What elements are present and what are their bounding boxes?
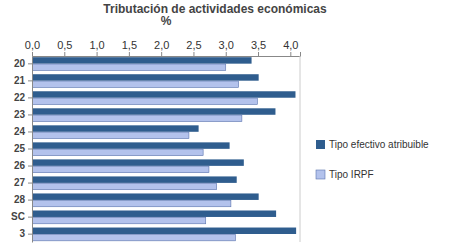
y-axis-line <box>32 57 33 243</box>
bar <box>32 210 276 216</box>
bar <box>32 64 226 70</box>
y-tick: 26 <box>14 160 32 171</box>
y-tick: 27 <box>14 177 32 188</box>
y-tick: 21 <box>14 75 32 86</box>
y-tick-mark <box>28 63 32 64</box>
y-tick-mark <box>28 217 32 218</box>
y-tick: SC <box>11 211 32 222</box>
bar <box>32 183 217 189</box>
bar <box>32 193 259 199</box>
y-tick-mark <box>28 80 32 81</box>
x-tick: 3,5 <box>251 39 266 56</box>
y-tick-label: 3 <box>19 228 25 239</box>
bar <box>32 98 257 104</box>
plot: % 0,0 0,5 1,0 1,5 2,0 2,5 3,0 3,5 4,0 20 21 22 23 24 25… <box>11 14 300 243</box>
x-tick-label: 1,5 <box>122 39 137 51</box>
bar <box>32 159 244 165</box>
x-tick-mark <box>161 52 162 56</box>
y-tick-label: 20 <box>14 58 26 69</box>
bar <box>32 234 235 240</box>
x-tick: 3,0 <box>219 39 234 56</box>
legend: Tipo efectivo atribuible Tipo IRPF <box>316 139 429 180</box>
y-tick-mark <box>28 149 32 150</box>
y-tick-label: 28 <box>14 194 26 205</box>
y-tick: 28 <box>14 194 32 205</box>
bar <box>32 176 237 182</box>
x-tick: 2,5 <box>186 39 201 56</box>
y-tick-mark <box>28 200 32 201</box>
x-tick: 0,5 <box>57 39 72 56</box>
x-tick-label: 1,0 <box>89 39 104 51</box>
bar <box>32 228 296 234</box>
x-tick-mark <box>129 52 130 56</box>
x-tick-mark <box>258 52 259 56</box>
x-tick-label: 0,0 <box>25 39 40 51</box>
bar <box>32 125 199 131</box>
x-tick: 1,0 <box>89 39 104 56</box>
x-tick-label: 3,0 <box>219 39 234 51</box>
bar <box>32 149 203 155</box>
bar <box>32 108 275 114</box>
y-tick: 23 <box>14 109 32 120</box>
x-tick-mark <box>64 52 65 56</box>
y-tick-label: 26 <box>14 160 26 171</box>
legend-label: Tipo IRPF <box>329 169 374 180</box>
y-tick-label: 24 <box>14 126 26 137</box>
legend-label: Tipo efectivo atribuible <box>329 139 429 150</box>
y-tick: 3 <box>19 228 32 239</box>
x-tick: 4,0 <box>283 39 298 56</box>
x-tick-mark <box>226 52 227 56</box>
legend-item: Tipo efectivo atribuible <box>316 139 429 150</box>
bar <box>32 74 259 80</box>
bar <box>32 142 230 148</box>
x-tick-label: 3,5 <box>251 39 266 51</box>
x-axis: 0,0 0,5 1,0 1,5 2,0 2,5 3,0 3,5 4,0 <box>25 39 301 57</box>
y-tick-mark <box>28 183 32 184</box>
bar <box>32 57 252 63</box>
x-tick-mark <box>32 52 33 56</box>
title: Tributación de actividades económicas <box>103 2 327 16</box>
legend-swatch <box>316 170 325 179</box>
x-tick: 0,0 <box>25 39 40 56</box>
y-tick: 25 <box>14 143 32 154</box>
y-tick-mark <box>28 166 32 167</box>
y-tick-label: 27 <box>14 177 26 188</box>
x-tick-mark <box>290 52 291 56</box>
y-tick-label: 21 <box>14 75 26 86</box>
plot-frame-right <box>300 56 301 242</box>
y-axis: 20 21 22 23 24 25 26 27 28 SC 3 <box>11 57 32 243</box>
legend-item: Tipo IRPF <box>316 169 374 180</box>
x-axis-title: % <box>161 14 172 28</box>
y-tick-label: SC <box>11 211 25 222</box>
bars <box>32 57 296 241</box>
y-tick-mark <box>28 131 32 132</box>
y-tick: 24 <box>14 126 32 137</box>
legend-swatch <box>316 140 325 149</box>
y-tick: 22 <box>14 92 32 103</box>
bar <box>32 81 239 87</box>
x-tick-label: 2,5 <box>186 39 201 51</box>
y-tick-mark <box>28 97 32 98</box>
x-tick-mark <box>193 52 194 56</box>
y-tick-label: 25 <box>14 143 26 154</box>
x-tick-label: 4,0 <box>283 39 298 51</box>
bar <box>32 91 295 97</box>
y-tick-label: 23 <box>14 109 26 120</box>
y-tick-mark <box>28 114 32 115</box>
x-axis-line <box>33 52 301 57</box>
x-tick-label: 2,0 <box>154 39 169 51</box>
y-tick: 20 <box>14 58 32 69</box>
bar <box>32 132 189 138</box>
chart: Tributación de actividades económicas% 0,… <box>0 0 450 250</box>
bar <box>32 115 242 121</box>
bar <box>32 200 231 206</box>
x-tick-label: 0,5 <box>57 39 72 51</box>
x-tick: 1,5 <box>122 39 137 56</box>
bar <box>32 217 206 223</box>
bar <box>32 166 209 172</box>
y-tick-mark <box>28 234 32 235</box>
y-tick-label: 22 <box>14 92 26 103</box>
x-tick-mark <box>97 52 98 56</box>
x-tick: 2,0 <box>154 39 169 56</box>
